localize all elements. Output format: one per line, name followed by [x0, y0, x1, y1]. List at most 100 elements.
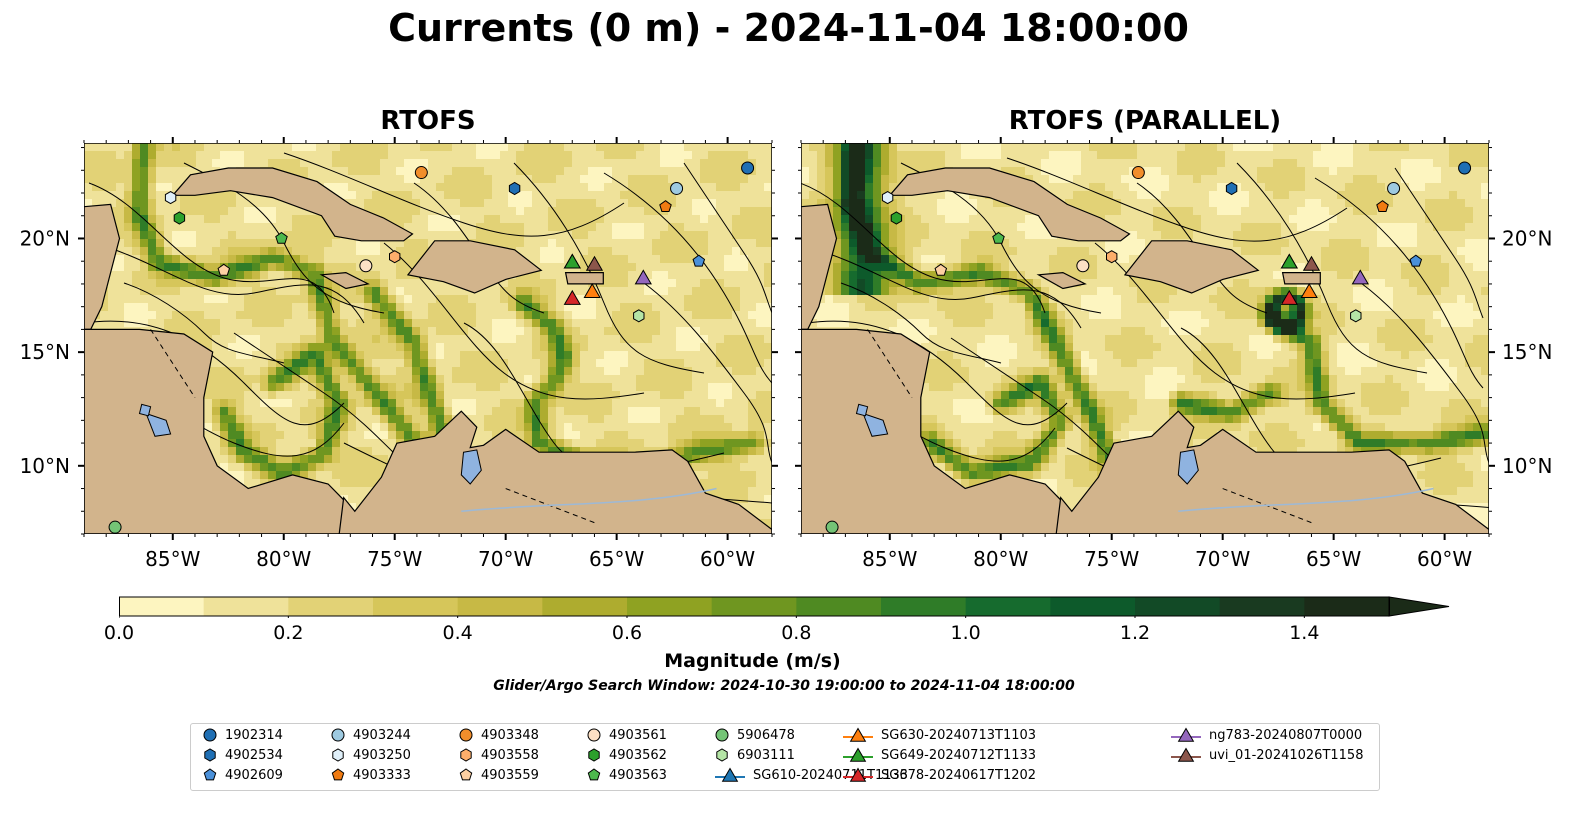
landmass [406, 240, 543, 294]
legend-marker-icon [843, 747, 873, 762]
streamline [383, 242, 645, 400]
land [800, 167, 1490, 535]
lon-tick-label: 60°W [700, 547, 755, 571]
platform-marker [108, 520, 122, 534]
streamline [683, 162, 773, 314]
colorbar-bin [373, 597, 459, 616]
legend-marker-icon [587, 768, 601, 781]
lon-tick-label: 75°W [1084, 547, 1139, 571]
map-panel-rtofs[interactable] [83, 142, 773, 536]
legend-item: uvi_01-20241026T1158 [1169, 746, 1363, 764]
colorbar-extend-arrow [1388, 596, 1450, 617]
legend-label: 4903250 [353, 747, 411, 763]
landmass [171, 167, 414, 242]
streamline [840, 282, 1002, 364]
legend-label: 6903111 [737, 747, 795, 763]
streamline [810, 247, 1082, 329]
platform-marker [1131, 166, 1145, 180]
legend-item: 4903558 [457, 746, 539, 764]
colorbar-bin [1304, 597, 1390, 616]
legend-marker-icon [331, 728, 345, 742]
colorbar [119, 596, 1450, 618]
legend-item: SG630-20240713T1103 [841, 726, 1036, 744]
platform-marker [1280, 289, 1298, 305]
legend-label: 4903561 [609, 727, 667, 743]
legend-item: 1902314 [201, 726, 283, 744]
platform-markers [825, 161, 1472, 534]
colorbar-tick-label: 0.6 [611, 622, 643, 644]
colorbar-bin [1050, 597, 1136, 616]
legend: 1902314 4902534 4902609 4903244 4903250 49033… [190, 723, 1380, 791]
streamline [123, 282, 285, 364]
platform-marker [659, 200, 672, 212]
map-axes: 85°W 80°W 75°W 70°W 65°W 60°W 85°W 80°W 75°W 70°W… [20, 137, 1552, 571]
streamline [643, 282, 773, 464]
legend-marker-icon [1171, 727, 1201, 742]
platform-markers [108, 161, 755, 534]
legend-label: 4902534 [225, 747, 283, 763]
legend-item: 4902609 [201, 766, 283, 784]
legend-label: ng783-20240807T0000 [1209, 727, 1363, 743]
platform-marker [634, 269, 652, 285]
search-window-text: Glider/Argo Search Window: 2024-10-30 19… [493, 678, 1075, 694]
lat-tick-label: 15°N [20, 340, 70, 364]
platform-marker [825, 520, 839, 534]
streamline [799, 182, 1046, 314]
platform-marker [585, 255, 604, 271]
lake [460, 449, 482, 485]
lat-tick-label: 10°N [20, 454, 70, 478]
platform-marker [359, 259, 373, 273]
legend-item: SG678-20240617T1202 [841, 766, 1036, 784]
lon-tick-label: 70°W [478, 547, 533, 571]
panel-title-rtofs: RTOFS [380, 106, 476, 136]
platform-marker [1350, 309, 1362, 323]
colorbar-bin [457, 597, 543, 616]
map-panel-rtofs-parallel[interactable] [794, 142, 1496, 540]
streamline [283, 152, 625, 237]
platform-marker [890, 211, 903, 225]
legend-marker-icon [203, 728, 217, 742]
landmass [319, 271, 370, 290]
colorbar-bin [119, 597, 205, 616]
lat-tick-label: 15°N [1502, 340, 1552, 364]
lon-tick-label: 65°W [1306, 547, 1361, 571]
colorbar-tick-label: 0.8 [781, 622, 812, 644]
landmass [888, 167, 1131, 242]
colorbar-bin [965, 597, 1051, 616]
streamline [1314, 177, 1484, 389]
legend-label: 4903333 [353, 767, 411, 783]
legend-label: 4903558 [481, 747, 539, 763]
streamline [950, 337, 1122, 469]
legend-marker-icon [203, 768, 217, 781]
streamline [1236, 162, 1428, 374]
colorbar-bin [881, 597, 967, 616]
legend-marker-icon [204, 748, 216, 762]
legend-label: 4903244 [353, 727, 411, 743]
platform-marker [173, 211, 186, 225]
map-canvas [794, 142, 1496, 540]
legend-label: 4902609 [225, 767, 283, 783]
legend-marker-icon [587, 728, 601, 742]
colorbar-tick-label: 0.0 [103, 622, 135, 644]
lake [862, 412, 889, 437]
colorbar-tick-label: 0.2 [273, 622, 304, 644]
legend-item: 4903559 [457, 766, 539, 784]
legend-label: 4903559 [481, 767, 539, 783]
streamline [83, 320, 345, 426]
lon-tick-label: 85°W [862, 547, 917, 571]
lake [145, 412, 172, 437]
colorbar-label: Magnitude (m/s) [664, 650, 841, 672]
legend-label: SG678-20240617T1202 [881, 767, 1037, 783]
legend-item: 6903111 [713, 746, 795, 764]
streamline [603, 172, 773, 384]
lon-tick-label: 80°W [256, 547, 311, 571]
legend-label: 5906478 [737, 727, 795, 743]
legend-item: SG610-20240711T1133 [713, 766, 908, 784]
legend-marker-icon [332, 748, 344, 762]
platform-marker [1300, 283, 1318, 298]
legend-marker-icon [716, 748, 728, 762]
platform-marker [992, 231, 1005, 244]
legend-label: SG610-20240711T1133 [753, 767, 909, 783]
legend-label: SG630-20240713T1103 [881, 727, 1037, 743]
legend-item: 4903561 [585, 726, 667, 744]
